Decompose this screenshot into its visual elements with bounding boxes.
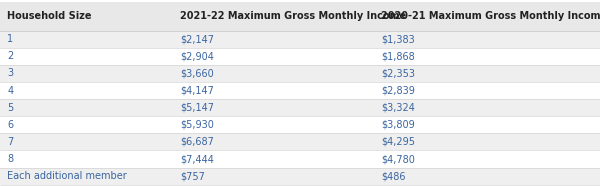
Text: $2,839: $2,839 xyxy=(381,86,415,96)
Text: $486: $486 xyxy=(381,171,406,181)
Bar xyxy=(0,133,600,150)
Text: $5,930: $5,930 xyxy=(180,120,214,130)
Text: $4,147: $4,147 xyxy=(180,86,214,96)
Text: 7: 7 xyxy=(7,137,13,147)
Text: 5: 5 xyxy=(7,103,13,113)
Text: Each additional member: Each additional member xyxy=(7,171,127,181)
Text: 4: 4 xyxy=(7,86,13,96)
Text: $3,324: $3,324 xyxy=(381,103,415,113)
Bar xyxy=(0,150,600,168)
Text: $757: $757 xyxy=(180,171,205,181)
Bar xyxy=(0,168,600,185)
Text: $6,687: $6,687 xyxy=(180,137,214,147)
Bar xyxy=(0,31,600,48)
Text: 2: 2 xyxy=(7,51,13,61)
Bar xyxy=(0,82,600,99)
Text: 3: 3 xyxy=(7,68,13,78)
Text: $1,383: $1,383 xyxy=(381,34,415,44)
Text: $5,147: $5,147 xyxy=(180,103,214,113)
Text: 2021-22 Maximum Gross Monthly Income: 2021-22 Maximum Gross Monthly Income xyxy=(180,11,406,21)
Text: 8: 8 xyxy=(7,154,13,164)
Text: Household Size: Household Size xyxy=(7,11,92,21)
Text: $2,904: $2,904 xyxy=(180,51,214,61)
Text: $7,444: $7,444 xyxy=(180,154,214,164)
Text: $3,809: $3,809 xyxy=(381,120,415,130)
Text: 2020-21 Maximum Gross Monthly Income: 2020-21 Maximum Gross Monthly Income xyxy=(381,11,600,21)
Text: $3,660: $3,660 xyxy=(180,68,214,78)
Bar xyxy=(0,99,600,116)
Text: $2,147: $2,147 xyxy=(180,34,214,44)
Bar xyxy=(0,48,600,65)
Bar xyxy=(0,2,600,31)
Text: $4,780: $4,780 xyxy=(381,154,415,164)
Bar xyxy=(0,116,600,133)
Text: $4,295: $4,295 xyxy=(381,137,415,147)
Bar xyxy=(0,65,600,82)
Text: 1: 1 xyxy=(7,34,13,44)
Text: $1,868: $1,868 xyxy=(381,51,415,61)
Text: 6: 6 xyxy=(7,120,13,130)
Text: $2,353: $2,353 xyxy=(381,68,415,78)
